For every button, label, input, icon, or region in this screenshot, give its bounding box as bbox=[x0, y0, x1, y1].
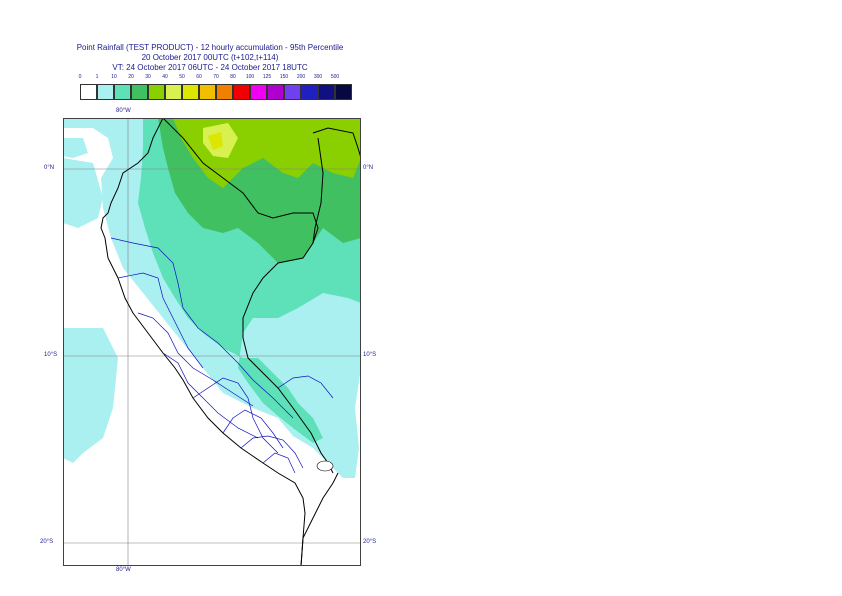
legend-swatch bbox=[335, 84, 352, 100]
legend-threshold-label: 50 bbox=[179, 74, 185, 80]
legend-swatch bbox=[250, 84, 267, 100]
region-borders bbox=[110, 237, 334, 474]
rain-area-yellow-2 bbox=[208, 132, 223, 150]
rainfall-map bbox=[63, 118, 361, 566]
legend-swatch bbox=[114, 84, 131, 100]
rain-area-offshore-1 bbox=[63, 158, 103, 228]
lake-titicaca bbox=[316, 460, 334, 472]
legend-swatch bbox=[318, 84, 335, 100]
lat-label-left-10: 10°S bbox=[44, 352, 58, 358]
legend-threshold-label: 0 bbox=[78, 74, 82, 80]
country-borders bbox=[100, 118, 361, 566]
rain-area-offshore-2 bbox=[63, 328, 118, 463]
legend-threshold-label: 200 bbox=[296, 74, 306, 80]
legend-swatch bbox=[199, 84, 216, 100]
legend-swatch bbox=[233, 84, 250, 100]
legend-threshold-label: 70 bbox=[213, 74, 219, 80]
lon-label-top: 80°W bbox=[116, 108, 131, 114]
legend-swatch bbox=[131, 84, 148, 100]
legend-threshold-label: 30 bbox=[145, 74, 151, 80]
map-valid-time: VT: 24 October 2017 06UTC - 24 October 2… bbox=[112, 63, 308, 72]
legend-threshold-label: 60 bbox=[196, 74, 202, 80]
map-title: Point Rainfall (TEST PRODUCT) - 12 hourl… bbox=[76, 43, 344, 52]
lon-label-bottom: 80°W bbox=[116, 567, 131, 573]
legend-threshold-label: 80 bbox=[230, 74, 236, 80]
legend-swatch bbox=[284, 84, 301, 100]
legend-threshold-label: 20 bbox=[128, 74, 134, 80]
legend-swatch bbox=[301, 84, 318, 100]
legend-threshold-label: 100 bbox=[245, 74, 255, 80]
legend-threshold-label: 125 bbox=[262, 74, 272, 80]
legend-swatch bbox=[80, 84, 97, 100]
graticule bbox=[63, 118, 361, 566]
legend-threshold-label: 10 bbox=[111, 74, 117, 80]
legend-swatch bbox=[165, 84, 182, 100]
legend-threshold-label: 1 bbox=[95, 74, 99, 80]
rain-area-offshore-3 bbox=[63, 138, 88, 158]
lat-label-left-0: 0°N bbox=[44, 165, 55, 171]
lat-label-left-20: 20°S bbox=[40, 539, 54, 545]
legend-swatch bbox=[97, 84, 114, 100]
lat-label-right-20: 20°S bbox=[363, 539, 377, 545]
legend-threshold-label: 40 bbox=[162, 74, 168, 80]
legend-swatch bbox=[267, 84, 284, 100]
map-frame bbox=[63, 118, 361, 566]
map-run-time: 20 October 2017 00UTC (t+102,t+114) bbox=[141, 53, 279, 62]
legend-swatch bbox=[216, 84, 233, 100]
lat-label-right-0: 0°N bbox=[363, 165, 374, 171]
lat-label-right-10: 10°S bbox=[363, 352, 377, 358]
legend-swatch bbox=[182, 84, 199, 100]
legend-threshold-label: 300 bbox=[313, 74, 323, 80]
legend-threshold-label: 150 bbox=[279, 74, 289, 80]
color-legend: 0 1 10 20 30 40 50 60 70 80 100 125 150 200 300 500 bbox=[76, 74, 352, 102]
legend-swatch bbox=[148, 84, 165, 100]
legend-threshold-label: 500 bbox=[330, 74, 340, 80]
